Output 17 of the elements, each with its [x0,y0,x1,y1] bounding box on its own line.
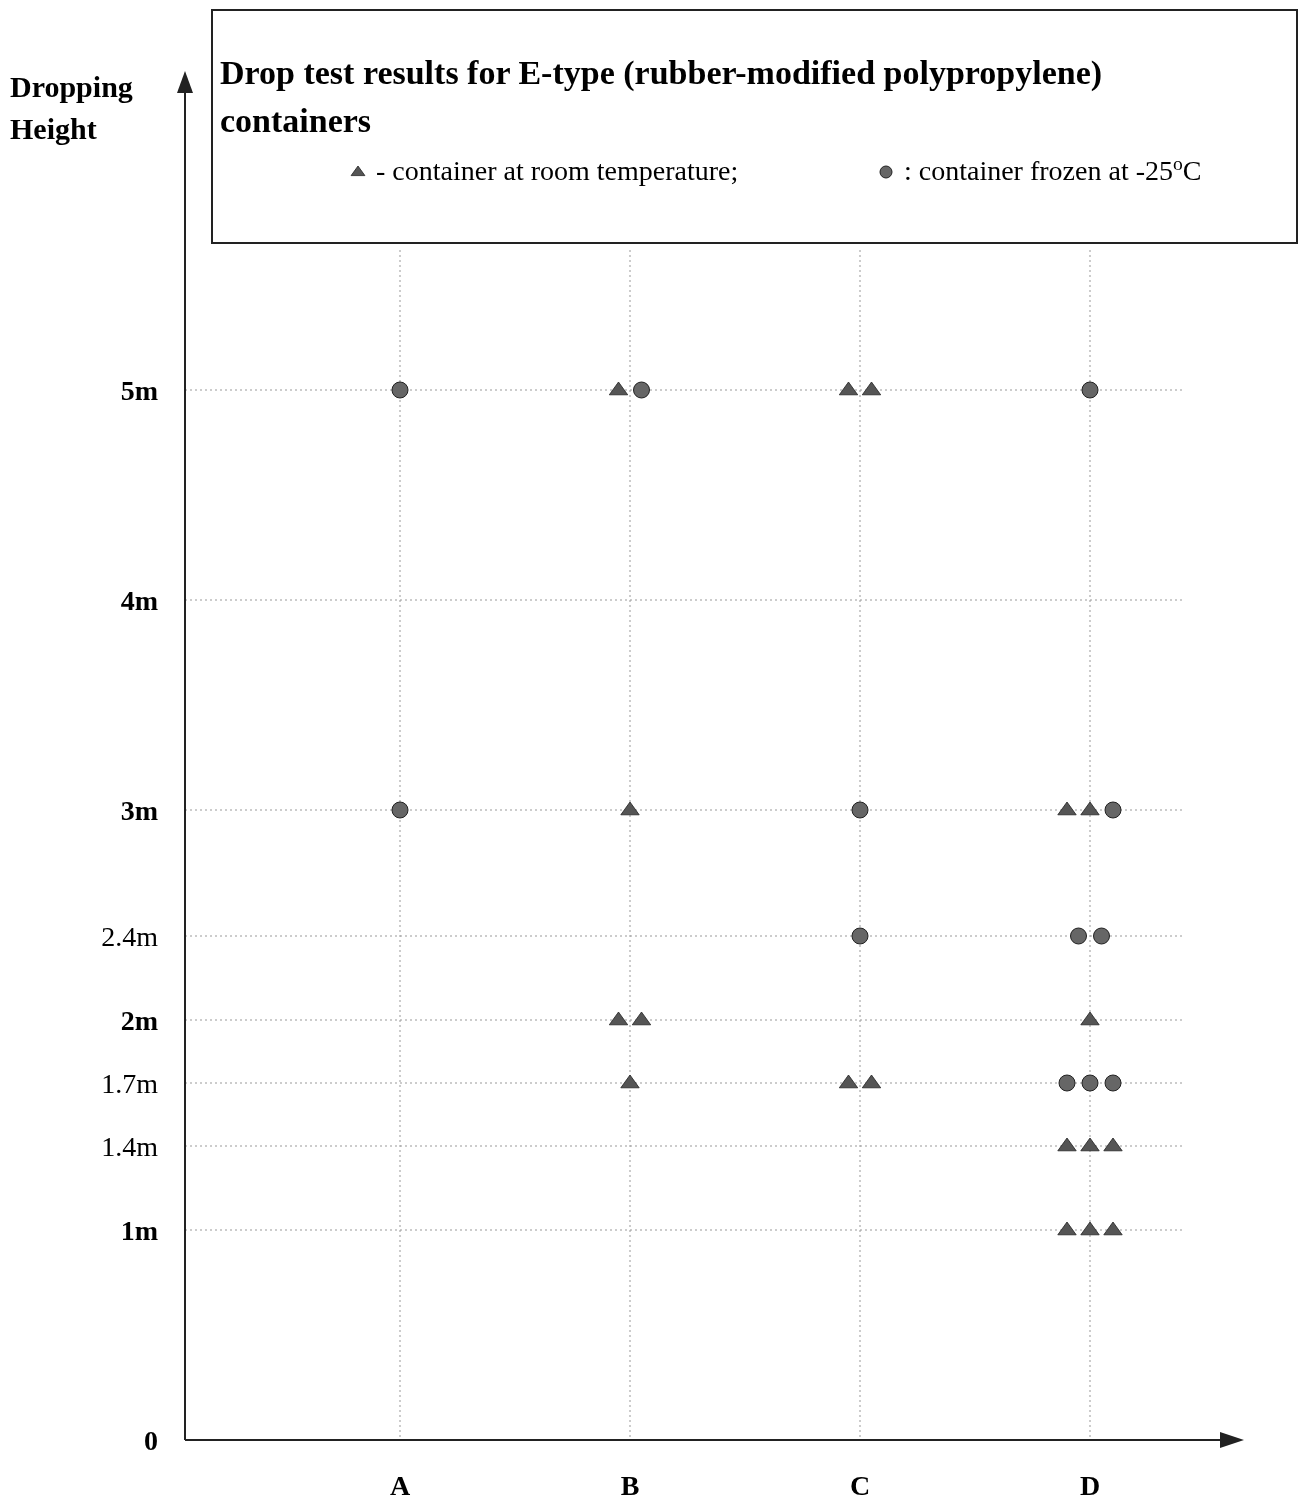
x-tick-label: C [849,1470,871,1501]
y-tick-label: 3m [120,794,158,826]
x-tick-label: A [389,1470,411,1501]
y-tick-label: 4m [120,584,158,616]
y-tick-label: 0 [144,1424,158,1456]
legend-label: : container frozen at -25$^{o}$C [904,152,1202,186]
y-tick-label: 1.4m [101,1130,159,1162]
x-tick-label: B [620,1470,640,1501]
y-tick-label: 1m [120,1214,158,1246]
y-tick-label: 1.7m [101,1067,159,1099]
chart-title: Drop test results for E-type (rubber-modified polypropylene) containers [220,54,1103,139]
legend-label: - container at room temperature; [376,155,739,186]
y-tick-label: 2m [120,1004,158,1036]
x-tick-label: D [1079,1470,1101,1501]
y-tick-label: 2.4m [101,920,159,952]
y-axis-title: Dropping Height [10,70,133,145]
y-tick-label: 5m [120,374,158,406]
